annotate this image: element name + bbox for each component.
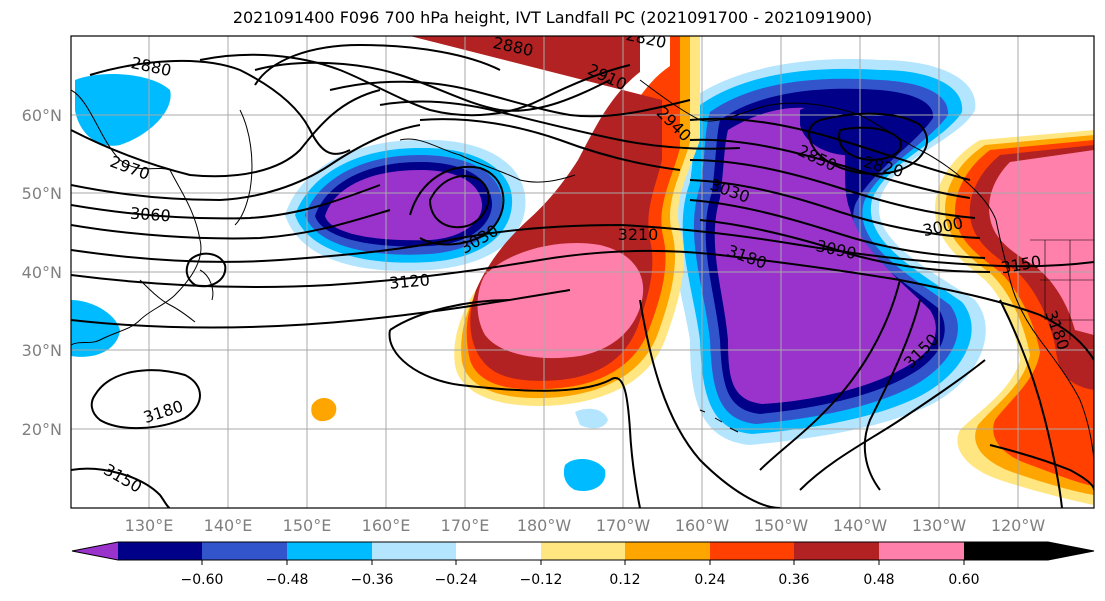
colorbar-label: −0.48 xyxy=(266,572,309,588)
colorbar-label: −0.24 xyxy=(435,572,478,588)
positive-region xyxy=(311,397,337,422)
colorbar-label: −0.12 xyxy=(520,572,563,588)
lon-label: 180°W xyxy=(517,516,572,535)
lat-label: 40°N xyxy=(22,263,62,282)
colorbar-ticks xyxy=(201,560,965,565)
lon-label: 120°W xyxy=(991,516,1046,535)
contour-label: 3210 xyxy=(618,225,659,244)
longitude-labels: 130°E 140°E 150°E 160°E 170°E 180°W 170°… xyxy=(125,516,1046,535)
colorbar-segment xyxy=(72,542,118,560)
colorbar-segment xyxy=(202,542,287,560)
asia-coastline xyxy=(71,89,202,346)
colorbar-segment xyxy=(456,542,541,560)
colorbar-segment xyxy=(625,542,710,560)
colorbar-label: −0.36 xyxy=(351,572,394,588)
lon-label: 160°W xyxy=(675,516,730,535)
negative-region xyxy=(575,408,608,429)
height-contours xyxy=(71,43,1094,508)
colorbar-label: 0.60 xyxy=(948,572,979,588)
colorbar-segment xyxy=(794,542,879,560)
colorbar-label: 0.36 xyxy=(778,572,809,588)
lon-label: 140°W xyxy=(833,516,888,535)
north-america-coastline xyxy=(995,219,1094,461)
latitude-labels: 60°N 50°N 40°N 30°N 20°N xyxy=(22,106,62,439)
map-frame xyxy=(70,35,1095,509)
lon-label: 160°E xyxy=(362,516,411,535)
colorbar: −0.60 −0.48 −0.36 −0.24 −0.12 0.12 0.24 … xyxy=(71,541,1095,588)
contour-label: 3060 xyxy=(129,204,171,226)
negative-region xyxy=(563,458,606,491)
colorbar-segment xyxy=(541,542,625,560)
lat-label: 60°N xyxy=(22,106,62,125)
lon-label: 150°E xyxy=(283,516,332,535)
lon-label: 130°W xyxy=(912,516,967,535)
lon-label: 170°W xyxy=(596,516,651,535)
hawaii-islands xyxy=(699,409,739,433)
lat-label: 30°N xyxy=(22,341,62,360)
colorbar-segment xyxy=(118,542,202,560)
colorbar-segment xyxy=(710,542,794,560)
negative-region xyxy=(714,107,936,405)
colorbar-segment xyxy=(879,542,964,560)
lat-label: 50°N xyxy=(22,184,62,203)
colorbar-segment xyxy=(287,542,372,560)
state-borders xyxy=(1030,239,1094,340)
lat-label: 20°N xyxy=(22,420,62,439)
japan-coastline xyxy=(139,269,214,323)
lon-label: 130°E xyxy=(125,516,174,535)
colorbar-label: 0.24 xyxy=(694,572,725,588)
map-title: 2021091400 F096 700 hPa height, IVT Land… xyxy=(232,8,873,27)
colorbar-outline xyxy=(71,541,1095,561)
positive-region xyxy=(989,150,1094,335)
contour-label: 3120 xyxy=(388,270,430,292)
coastlines xyxy=(71,79,1094,461)
colorbar-segment xyxy=(372,542,456,560)
colorbar-label: −0.60 xyxy=(181,572,224,588)
lon-label: 170°E xyxy=(441,516,490,535)
colorbar-segment xyxy=(964,542,1094,560)
map-panel: 2880 2820 2910 2940 2880 2970 3060 3030 … xyxy=(71,36,1094,508)
aleutian-coastline xyxy=(399,138,576,183)
lon-label: 150°W xyxy=(754,516,809,535)
colorbar-label: 0.48 xyxy=(863,572,894,588)
colorbar-label: 0.12 xyxy=(609,572,640,588)
lon-label: 140°E xyxy=(204,516,253,535)
